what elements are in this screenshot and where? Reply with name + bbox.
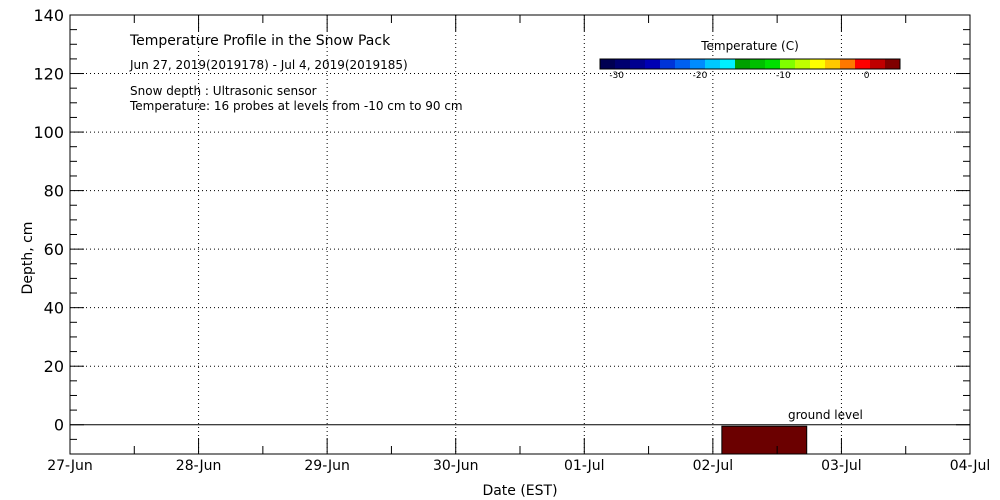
temperature-block bbox=[721, 425, 808, 455]
colorbar-ticks: -30 -20 -10 0 bbox=[609, 71, 869, 81]
x-tick-label: 28-Jun bbox=[176, 458, 222, 474]
colorbar-cell bbox=[645, 59, 661, 69]
ground-level-label: ground level bbox=[788, 408, 863, 422]
colorbar-cell bbox=[615, 59, 631, 69]
colorbar-cells bbox=[599, 58, 901, 70]
colorbar-cell bbox=[705, 59, 721, 69]
colorbar-cell bbox=[630, 59, 646, 69]
colorbar-tick-label: -30 bbox=[609, 71, 624, 81]
colorbar-cell bbox=[750, 59, 766, 69]
y-tick-label: 120 bbox=[33, 65, 64, 84]
colorbar-cell bbox=[660, 59, 676, 69]
x-tick-label: 27-Jun bbox=[47, 458, 93, 474]
colorbar-frame bbox=[599, 58, 901, 70]
colorbar-cell bbox=[885, 59, 901, 69]
y-tick-label: 0 bbox=[54, 416, 64, 435]
y-tick-label: 40 bbox=[44, 299, 64, 318]
colorbar-cell bbox=[795, 59, 811, 69]
x-tick-label: 30-Jun bbox=[433, 458, 479, 474]
x-axis-label: Date (EST) bbox=[482, 483, 557, 499]
colorbar-cell bbox=[690, 59, 706, 69]
colorbar-cell bbox=[600, 59, 616, 69]
colorbar-cell bbox=[735, 59, 751, 69]
x-tick-label: 29-Jun bbox=[304, 458, 350, 474]
colorbar-tick-label: -10 bbox=[776, 71, 791, 81]
colorbar-tick-label: -20 bbox=[693, 71, 708, 81]
y-tick-label: 80 bbox=[44, 182, 64, 201]
y-tick-label: 60 bbox=[44, 240, 64, 259]
colorbar-cell bbox=[825, 59, 841, 69]
colorbar-cell bbox=[780, 59, 796, 69]
y-tick-label: 100 bbox=[33, 123, 64, 142]
colorbar-cell bbox=[765, 59, 781, 69]
colorbar-cell bbox=[675, 59, 691, 69]
x-tick-label: 04-Jul bbox=[950, 458, 991, 474]
label-layer: 0 20 40 60 80 100 120 140 27-Jun 28-Jun 29-Jun 30-J… bbox=[33, 6, 990, 474]
x-tick-label: 02-Jul bbox=[693, 458, 734, 474]
y-axis-label: Depth, cm bbox=[20, 222, 36, 295]
frame-layer bbox=[69, 14, 971, 455]
grid-layer bbox=[70, 14, 970, 454]
y-tick-label: 140 bbox=[33, 6, 64, 25]
tick-layer bbox=[69, 14, 971, 455]
colorbar-title: Temperature (C) bbox=[700, 39, 799, 53]
date-range: Jun 27, 2019(2019178) - Jul 4, 2019(2019… bbox=[129, 58, 408, 72]
y-tick-label: 20 bbox=[44, 357, 64, 376]
colorbar-cell bbox=[720, 59, 736, 69]
x-tick-label: 03-Jul bbox=[821, 458, 862, 474]
colorbar-cell bbox=[810, 59, 826, 69]
plot-frame bbox=[69, 14, 971, 455]
chart-title: Temperature Profile in the Snow Pack bbox=[129, 33, 391, 49]
colorbar-cell bbox=[870, 59, 886, 69]
series-layer bbox=[721, 425, 808, 455]
colorbar-cell bbox=[840, 59, 856, 69]
colorbar-tick-label: 0 bbox=[864, 71, 870, 81]
snow-depth-note: Snow depth : Ultrasonic sensor bbox=[130, 84, 317, 98]
colorbar-cell bbox=[855, 59, 871, 69]
temperature-colorbar: Temperature (C) -30 -20 -10 0 bbox=[599, 39, 901, 81]
temperature-note: Temperature: 16 probes at levels from -1… bbox=[129, 99, 463, 113]
x-tick-label: 01-Jul bbox=[564, 458, 605, 474]
